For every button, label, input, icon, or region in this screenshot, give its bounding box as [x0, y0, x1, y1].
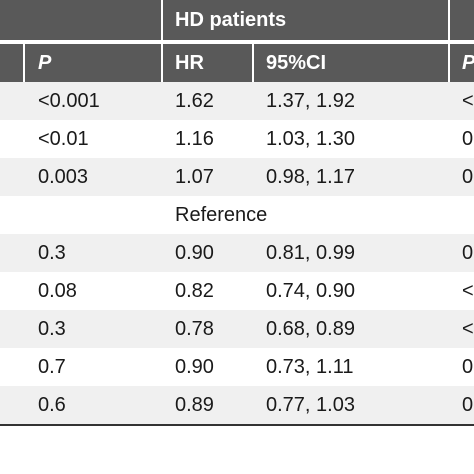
cell-hr-reference: Reference — [175, 204, 268, 226]
cell-p: 0.003 — [38, 166, 89, 188]
group-header-hd-patients: HD patients — [175, 9, 287, 31]
cell-p: 0.3 — [38, 242, 66, 264]
cell-hr: 0.89 — [175, 394, 214, 416]
cell-ci: 0.73, 1.11 — [266, 356, 354, 378]
cell-next: 0 — [462, 356, 474, 378]
cell-hr: 0.90 — [175, 242, 214, 264]
table-row: 0.003 1.07 0.98, 1.17 0 — [0, 158, 474, 196]
column-header-hr: HR — [175, 52, 204, 74]
table-row: 0.6 0.89 0.77, 1.03 0 — [0, 386, 474, 424]
cell-ci: 1.37, 1.92 — [266, 90, 355, 112]
cell-p: <0.01 — [38, 128, 89, 150]
cell-p: <0.001 — [38, 90, 100, 112]
cell-p: 0.08 — [38, 280, 77, 302]
table-row: <0.001 1.62 1.37, 1.92 < — [0, 82, 474, 120]
column-header-row: P HR 95%CI P — [0, 44, 474, 82]
table-row: 0.3 0.78 0.68, 0.89 < — [0, 310, 474, 348]
cell-p: 0.6 — [38, 394, 66, 416]
cell-hr: 0.90 — [175, 356, 214, 378]
table-row: 0.7 0.90 0.73, 1.11 0 — [0, 348, 474, 386]
column-header-next-p: P — [462, 53, 474, 73]
cell-hr: 0.82 — [175, 280, 214, 302]
header-separator — [0, 40, 474, 44]
group-header-row: HD patients — [0, 0, 474, 40]
cell-hr: 1.07 — [175, 166, 214, 188]
cell-ci: 0.68, 0.89 — [266, 318, 355, 340]
cell-next: < — [462, 318, 474, 340]
column-header-p: P — [38, 52, 52, 74]
cell-p: 0.7 — [38, 356, 66, 378]
header-divider — [23, 44, 25, 82]
cell-ci: 0.77, 1.03 — [266, 394, 355, 416]
cell-ci: 0.81, 0.99 — [266, 242, 355, 264]
cell-next: < — [462, 280, 474, 302]
header-divider — [161, 0, 163, 82]
cell-ci: 0.74, 0.90 — [266, 280, 355, 302]
cell-hr: 1.62 — [175, 90, 214, 112]
cell-p: 0.3 — [38, 318, 66, 340]
cell-ci: 0.98, 1.17 — [266, 166, 355, 188]
cell-ci: 1.03, 1.30 — [266, 128, 355, 150]
cell-next: 0 — [462, 242, 474, 264]
table-row: Reference — [0, 196, 474, 234]
cell-next: < — [462, 90, 474, 112]
cell-next: 0 — [462, 166, 474, 188]
table-bottom-rule — [0, 424, 474, 426]
cell-next: 0 — [462, 128, 474, 150]
table-row: <0.01 1.16 1.03, 1.30 0 — [0, 120, 474, 158]
cell-hr: 1.16 — [175, 128, 214, 150]
cell-hr: 0.78 — [175, 318, 214, 340]
column-header-ci: 95%CI — [266, 52, 327, 74]
table-row: 0.3 0.90 0.81, 0.99 0 — [0, 234, 474, 272]
header-divider — [252, 44, 254, 82]
cell-next: 0 — [462, 394, 474, 416]
table-row: 0.08 0.82 0.74, 0.90 < — [0, 272, 474, 310]
header-divider — [448, 0, 450, 82]
